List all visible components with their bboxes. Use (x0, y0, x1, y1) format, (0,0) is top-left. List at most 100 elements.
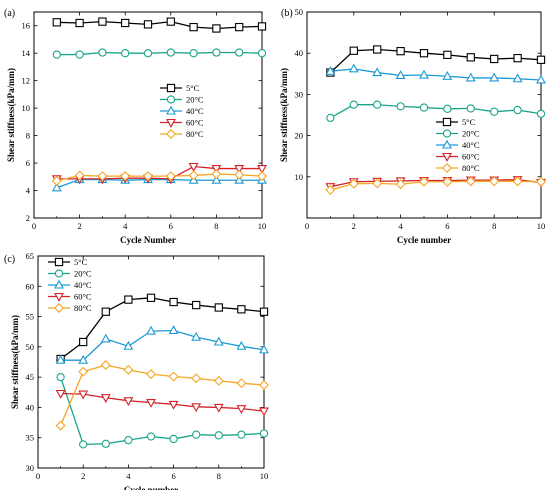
data-point (168, 371, 179, 382)
data-point (419, 69, 429, 79)
legend-entry: 5°C (74, 257, 88, 267)
y-tick-label: 30 (26, 463, 35, 473)
x-tick-label: 2 (352, 221, 356, 231)
series-line (56, 51, 263, 56)
legend-marker (54, 303, 64, 313)
data-point (165, 171, 176, 182)
legend-entry: 40°C (74, 280, 92, 290)
legend-entry: 5°C (186, 83, 200, 93)
data-point (55, 389, 66, 399)
data-point (100, 333, 111, 343)
data-point (419, 49, 429, 58)
data-point (419, 176, 429, 187)
series-5 (55, 360, 269, 431)
data-point (192, 300, 201, 310)
data-point (490, 54, 499, 64)
data-point (348, 178, 359, 189)
data-point (75, 50, 84, 59)
series-5 (51, 169, 267, 186)
data-point (234, 169, 245, 180)
data-point (191, 373, 202, 384)
data-point (214, 431, 223, 440)
data-point (188, 170, 199, 181)
legend-marker (442, 129, 452, 138)
y-tick-label: 40 (295, 48, 304, 58)
y-tick-label: 10 (22, 103, 31, 113)
series-2 (326, 100, 546, 123)
y-tick-label: 55 (26, 312, 35, 322)
y-axis-label: Shear stiffness(kPa/mm) (10, 315, 20, 409)
data-point (78, 390, 89, 400)
data-point (419, 103, 429, 112)
data-point (79, 440, 88, 449)
data-point (120, 171, 131, 182)
legend-entry: 40°C (462, 140, 480, 150)
data-point (121, 18, 130, 28)
data-point (75, 18, 84, 28)
data-point (55, 354, 66, 364)
legend-entry: 20°C (74, 269, 92, 279)
data-point (259, 380, 269, 390)
data-point (443, 104, 452, 113)
y-tick-label: 14 (22, 48, 31, 58)
series-line (56, 20, 263, 30)
x-tick-label: 8 (492, 221, 496, 231)
y-tick-label: 10 (295, 172, 304, 182)
x-tick-label: 2 (77, 221, 81, 231)
data-point (56, 372, 65, 382)
data-point (489, 176, 500, 187)
data-point (191, 331, 202, 341)
data-point (124, 435, 133, 445)
data-point (237, 430, 246, 439)
data-point (100, 394, 111, 404)
x-axis-label: Cycle Number (120, 235, 176, 245)
data-point (536, 109, 546, 118)
y-axis-label: Shear stiffness(kPa/mm) (279, 68, 289, 162)
data-point (236, 340, 247, 350)
x-tick-label: 2 (81, 471, 85, 481)
y-axis-label: Shear stiffness(kPa/mm) (6, 68, 16, 162)
data-point (257, 165, 267, 174)
legend-marker (442, 163, 452, 173)
legend-marker (442, 139, 452, 149)
data-point (78, 366, 89, 377)
legend-entry: 80°C (462, 163, 480, 173)
data-point (234, 165, 245, 174)
series-3 (325, 63, 546, 84)
data-point (74, 170, 85, 181)
series-line (330, 180, 542, 191)
series-line (59, 376, 265, 446)
data-point (168, 325, 179, 335)
series-2 (52, 48, 267, 59)
x-axis-label: Cycle number (397, 235, 451, 245)
data-point (236, 378, 247, 389)
data-point (489, 72, 500, 82)
data-point (79, 337, 88, 347)
legend-marker (166, 118, 176, 128)
legend: 5°C 20°C40°C 60°C80°C (436, 117, 480, 173)
legend: 5°C 20°C40°C 60°C80°C (48, 257, 92, 313)
data-point (443, 50, 452, 59)
y-tick-label: 8 (26, 131, 30, 141)
data-point (98, 48, 107, 57)
data-point (124, 295, 133, 304)
data-point (78, 354, 89, 364)
legend: 5°C 20°C40°C 60°C80°C (160, 83, 204, 139)
data-point (146, 432, 156, 441)
series-line (329, 48, 542, 74)
data-point (395, 179, 406, 190)
legend-entry: 80°C (74, 303, 92, 313)
data-point (442, 70, 453, 80)
x-tick-label: 4 (398, 221, 403, 231)
x-tick-label: 10 (260, 471, 269, 481)
legend-entry: 40°C (186, 106, 204, 116)
data-point (121, 49, 130, 58)
data-point (212, 24, 221, 33)
legend-entry: 20°C (186, 95, 204, 105)
series-line (330, 104, 542, 119)
data-point (166, 17, 175, 26)
x-tick-label: 8 (214, 221, 218, 231)
x-tick-label: 6 (171, 471, 175, 481)
series-line (60, 329, 265, 361)
